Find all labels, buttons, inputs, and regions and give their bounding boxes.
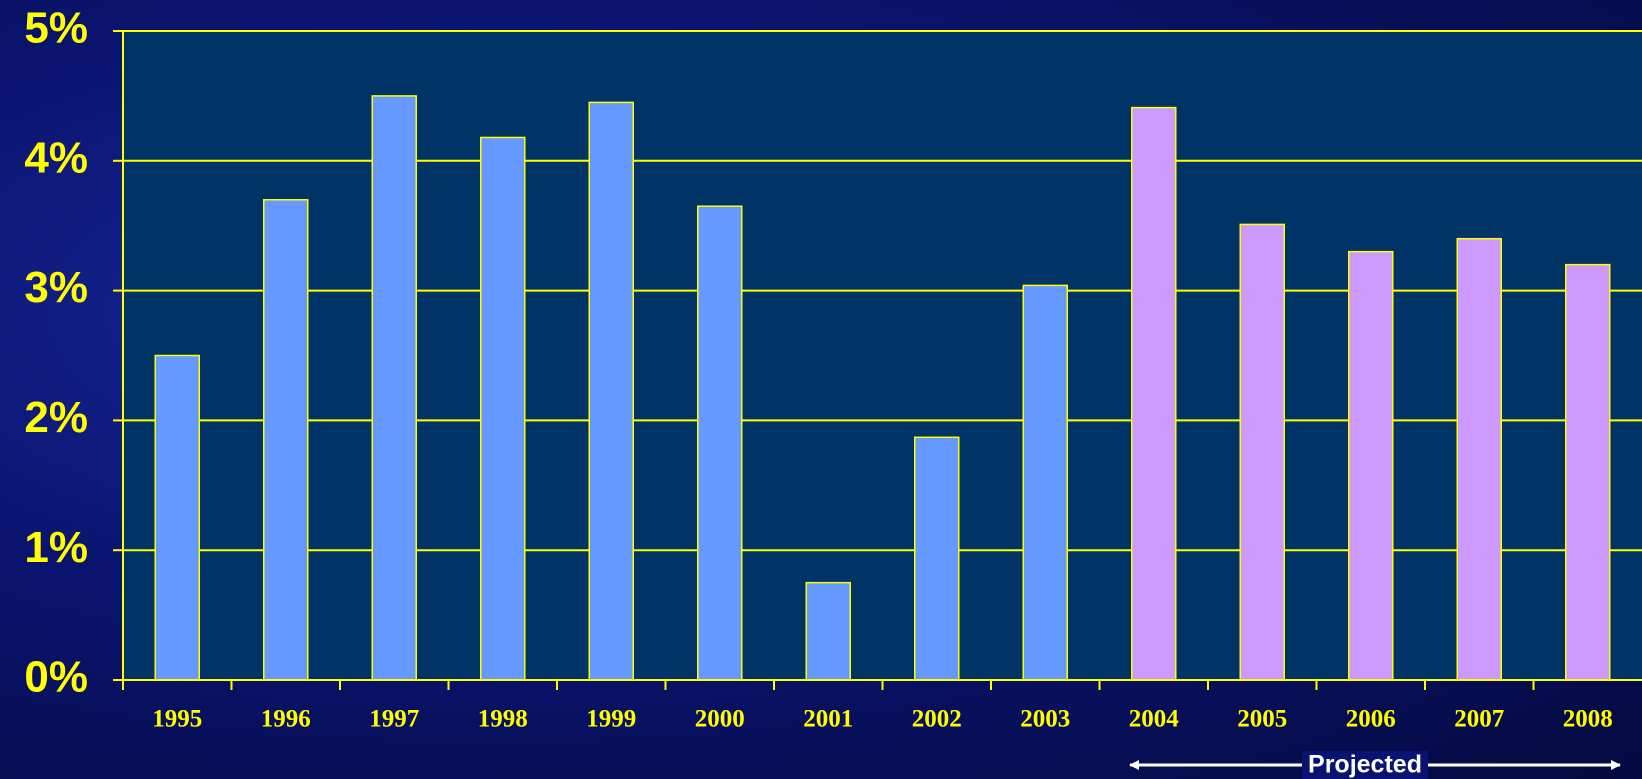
bar bbox=[805, 581, 851, 681]
x-tick-label: 2006 bbox=[1346, 706, 1396, 733]
bar bbox=[1565, 263, 1611, 681]
y-tick-label: 1% bbox=[24, 523, 88, 572]
bar bbox=[1239, 223, 1285, 681]
bar bbox=[914, 436, 960, 681]
bar bbox=[588, 101, 634, 681]
x-tick-label: 2004 bbox=[1129, 706, 1180, 733]
bar bbox=[1348, 250, 1394, 681]
x-tick-label: 1998 bbox=[478, 706, 528, 733]
x-tick-label: 1996 bbox=[261, 706, 311, 733]
bar bbox=[371, 95, 417, 681]
plot-area bbox=[123, 31, 1642, 680]
y-tick-label: 3% bbox=[24, 263, 88, 312]
bar bbox=[697, 205, 743, 681]
x-tick-label: 2008 bbox=[1563, 706, 1613, 733]
x-tick-label: 2007 bbox=[1454, 706, 1504, 733]
x-tick-label: 1995 bbox=[152, 706, 202, 733]
bar bbox=[1456, 237, 1502, 681]
x-tick-label: 2005 bbox=[1237, 706, 1287, 733]
y-tick-label: 0% bbox=[24, 653, 88, 702]
annotation-bg bbox=[1302, 751, 1428, 779]
x-tick-label: 1999 bbox=[586, 706, 636, 733]
bar bbox=[1131, 106, 1177, 681]
x-tick-label: 1997 bbox=[369, 706, 419, 733]
bar bbox=[1022, 284, 1068, 681]
annotation: Projected bbox=[1308, 751, 1422, 779]
x-tick-label: 2000 bbox=[695, 706, 745, 733]
y-tick-label: 2% bbox=[24, 393, 88, 442]
bar bbox=[480, 136, 526, 681]
y-tick-label: 5% bbox=[24, 4, 88, 53]
x-tick-label: 2001 bbox=[803, 706, 853, 733]
bar bbox=[263, 198, 309, 681]
y-tick-label: 4% bbox=[24, 133, 88, 182]
x-tick-label: 2002 bbox=[912, 706, 962, 733]
x-tick-label: 2003 bbox=[1020, 706, 1070, 733]
bar bbox=[154, 354, 200, 681]
